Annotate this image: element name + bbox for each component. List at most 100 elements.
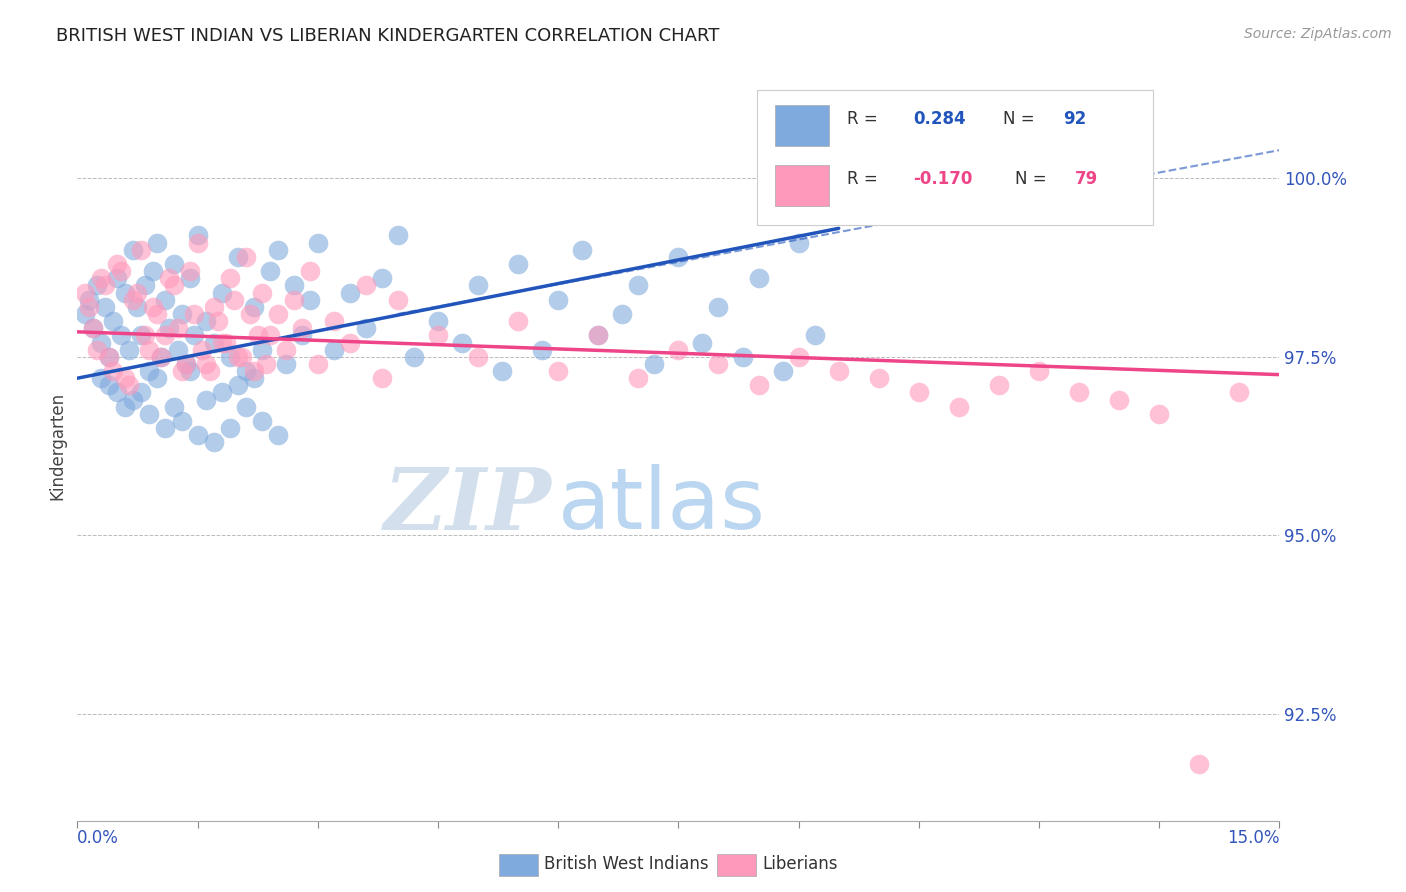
Point [948, 400, 970, 414]
Point [242, 300, 264, 314]
Bar [756, 90, 1153, 225]
Point [214, 335, 236, 350]
Point [122, 293, 145, 307]
Point [291, 321, 314, 335]
Point [748, 271, 770, 285]
Point [118, 378, 141, 392]
Point [110, 328, 132, 343]
Point [174, 357, 197, 371]
Point [118, 343, 141, 357]
Point [170, 307, 193, 321]
Point [531, 343, 554, 357]
Point [170, 364, 193, 378]
Point [103, 314, 125, 328]
Point [155, 328, 177, 343]
Point [75, 285, 97, 300]
Point [668, 250, 690, 264]
Point [131, 243, 153, 257]
Point [82, 321, 104, 335]
Point [114, 400, 136, 414]
Point [467, 278, 489, 293]
Point [155, 293, 177, 307]
Point [98, 350, 121, 364]
Point [692, 335, 714, 350]
Text: N =: N = [1015, 169, 1052, 187]
Point [107, 271, 129, 285]
Text: ZIP: ZIP [384, 464, 553, 548]
Point [371, 271, 394, 285]
Point [142, 264, 165, 278]
Point [235, 250, 257, 264]
Text: Liberians: Liberians [762, 855, 838, 873]
Text: R =: R = [846, 110, 883, 128]
Point [190, 343, 212, 357]
Point [668, 343, 690, 357]
Point [235, 400, 257, 414]
Point [267, 243, 290, 257]
Point [179, 364, 201, 378]
Point [166, 343, 188, 357]
Point [250, 414, 273, 428]
Point [218, 271, 240, 285]
Point [250, 343, 273, 357]
Point [146, 235, 169, 250]
Point [274, 357, 297, 371]
Point [1108, 392, 1130, 407]
Point [186, 428, 209, 442]
Point [1028, 364, 1050, 378]
Point [166, 321, 188, 335]
Point [86, 343, 108, 357]
Point [1229, 385, 1251, 400]
Text: Source: ZipAtlas.com: Source: ZipAtlas.com [1244, 27, 1392, 41]
Point [107, 257, 129, 271]
Point [612, 307, 634, 321]
Point [211, 385, 233, 400]
Point [508, 257, 530, 271]
Point [75, 307, 97, 321]
Point [162, 400, 184, 414]
Point [194, 314, 217, 328]
Text: 92: 92 [1063, 110, 1087, 128]
Point [107, 385, 129, 400]
Bar [775, 165, 828, 206]
Point [82, 321, 104, 335]
Point [402, 350, 425, 364]
Point [207, 314, 229, 328]
Point [787, 350, 810, 364]
Point [371, 371, 394, 385]
Point [427, 328, 450, 343]
Point [868, 371, 890, 385]
Point [322, 343, 344, 357]
Point [90, 371, 112, 385]
Point [508, 314, 530, 328]
Point [138, 364, 160, 378]
Point [731, 350, 754, 364]
Point [259, 328, 281, 343]
Point [134, 278, 156, 293]
Point [307, 357, 329, 371]
Point [142, 300, 165, 314]
Point [194, 357, 217, 371]
Point [150, 350, 173, 364]
Point [90, 271, 112, 285]
Point [226, 378, 249, 392]
Text: 79: 79 [1076, 169, 1098, 187]
Point [298, 293, 321, 307]
Point [222, 293, 245, 307]
Point [162, 257, 184, 271]
Point [94, 278, 117, 293]
Point [748, 378, 770, 392]
Point [131, 328, 153, 343]
Point [159, 321, 181, 335]
Point [202, 300, 225, 314]
Point [194, 392, 217, 407]
Point [803, 328, 825, 343]
Point [179, 264, 201, 278]
Point [451, 335, 474, 350]
Point [122, 243, 145, 257]
Point [202, 435, 225, 450]
Point [588, 328, 610, 343]
Point [387, 293, 409, 307]
Point [122, 392, 145, 407]
Point [86, 278, 108, 293]
